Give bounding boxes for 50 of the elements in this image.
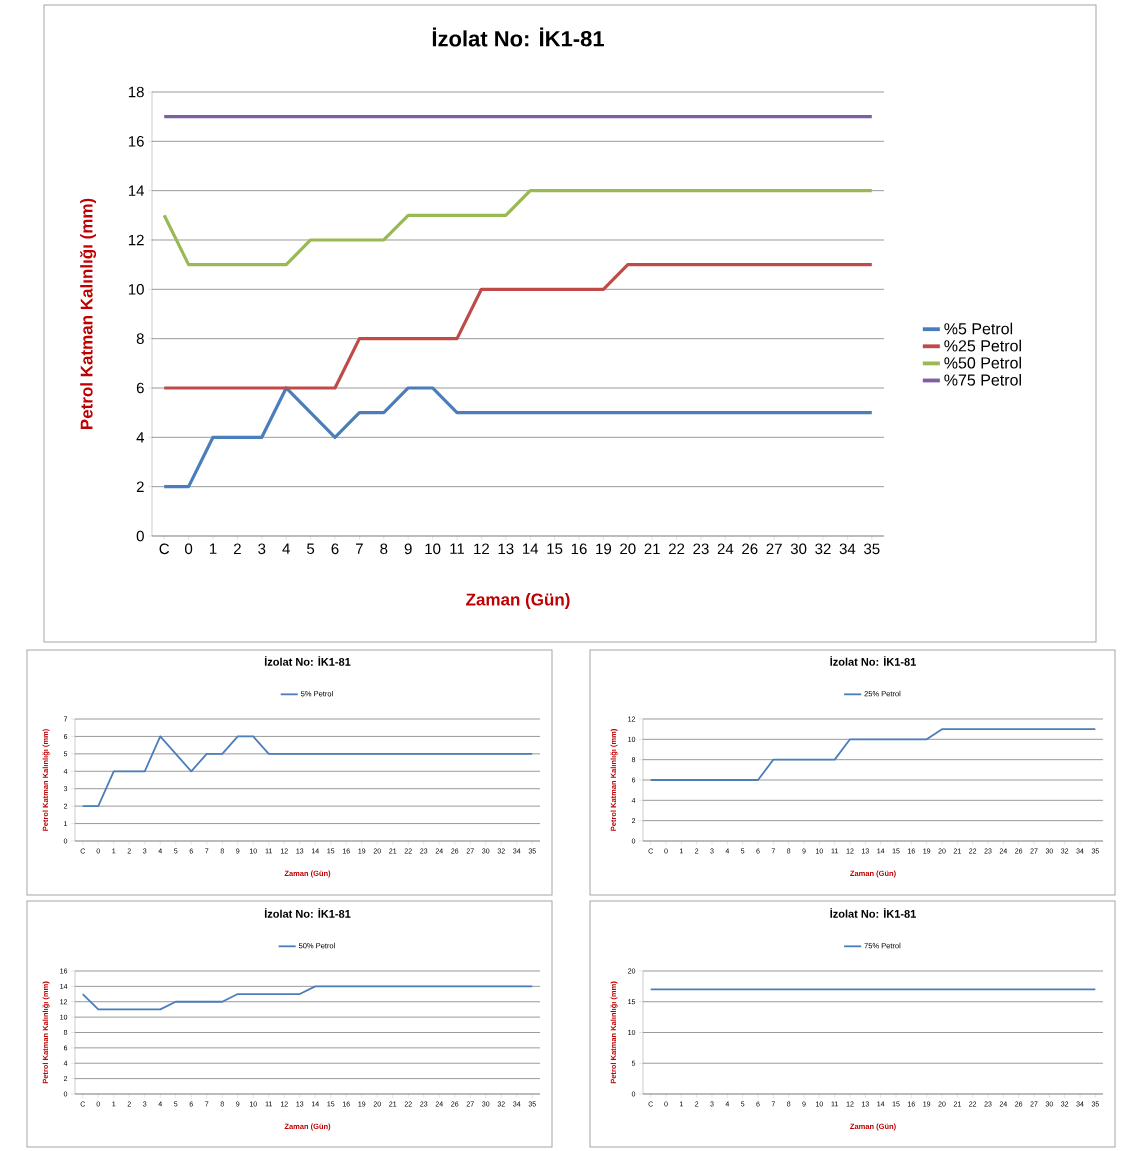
x-tick-label: 7 bbox=[356, 543, 363, 554]
x-tick-label: 16 bbox=[571, 543, 587, 555]
y-tick-label: 0 bbox=[136, 530, 144, 542]
legend-label: %50 Petrol bbox=[944, 356, 1021, 369]
x-tick-label: 21 bbox=[644, 543, 660, 554]
x-tick-label: 10 bbox=[425, 543, 441, 555]
x-tick-label: 4 bbox=[282, 543, 290, 554]
x-tick-label: 12 bbox=[474, 543, 489, 554]
x-tick-label: 13 bbox=[498, 543, 514, 555]
y-tick-label: 6 bbox=[136, 382, 144, 394]
x-tick-label: 6 bbox=[331, 543, 339, 555]
legend-label: %75 Petrol bbox=[944, 373, 1021, 386]
y-tick-label: 10 bbox=[128, 284, 144, 295]
x-tick-label: 30 bbox=[790, 543, 807, 555]
x-tick-label: 24 bbox=[717, 543, 734, 554]
x-tick-label: 19 bbox=[596, 543, 612, 555]
x-tick-label: 34 bbox=[839, 543, 856, 555]
y-axis-title: Petrol Katman Kalınlığı (mm) bbox=[79, 198, 97, 430]
y-tick-label: 4 bbox=[136, 432, 145, 443]
x-tick-label: 15 bbox=[547, 543, 563, 554]
y-tick-label: 2 bbox=[136, 481, 144, 492]
x-tick-label: 35 bbox=[864, 543, 880, 555]
x-tick-label: 23 bbox=[693, 543, 709, 555]
x-tick-label: 1 bbox=[209, 543, 217, 554]
chart-title: İzolat No: İK1-81 bbox=[264, 908, 351, 918]
y-tick-label: 18 bbox=[128, 86, 144, 98]
x-tick-label: 14 bbox=[523, 543, 539, 554]
y-tick-label: 16 bbox=[128, 136, 144, 147]
chart-title: İzolat No: İK1-81 bbox=[264, 656, 351, 666]
x-tick-label: 22 bbox=[669, 543, 685, 554]
chart-title: İzolat No: İK1-81 bbox=[432, 27, 604, 47]
x-tick-label: 9 bbox=[404, 543, 412, 555]
x-tick-label: 2 bbox=[233, 543, 241, 554]
legend-label: %25 Petrol bbox=[944, 339, 1021, 352]
x-tick-label: 32 bbox=[815, 543, 831, 555]
x-tick-label: 0 bbox=[185, 543, 193, 555]
x-axis-title: Zaman (Gün) bbox=[466, 593, 570, 609]
y-tick-label: 14 bbox=[128, 185, 145, 196]
x-tick-label: 3 bbox=[258, 543, 266, 555]
x-tick-label: 26 bbox=[742, 543, 758, 555]
x-tick-label: 27 bbox=[766, 543, 782, 554]
x-tick-label: 11 bbox=[450, 543, 465, 554]
chart-title: İzolat No: İK1-81 bbox=[830, 908, 916, 918]
x-tick-label: 5 bbox=[307, 543, 315, 554]
y-tick-label: 12 bbox=[128, 234, 144, 246]
legend-label: %5 Petrol bbox=[944, 322, 1013, 335]
y-tick-label: 8 bbox=[136, 333, 144, 344]
x-tick-label: 8 bbox=[380, 543, 388, 555]
x-tick-label: C bbox=[159, 543, 170, 555]
chart-title: İzolat No: İK1-81 bbox=[830, 656, 916, 666]
